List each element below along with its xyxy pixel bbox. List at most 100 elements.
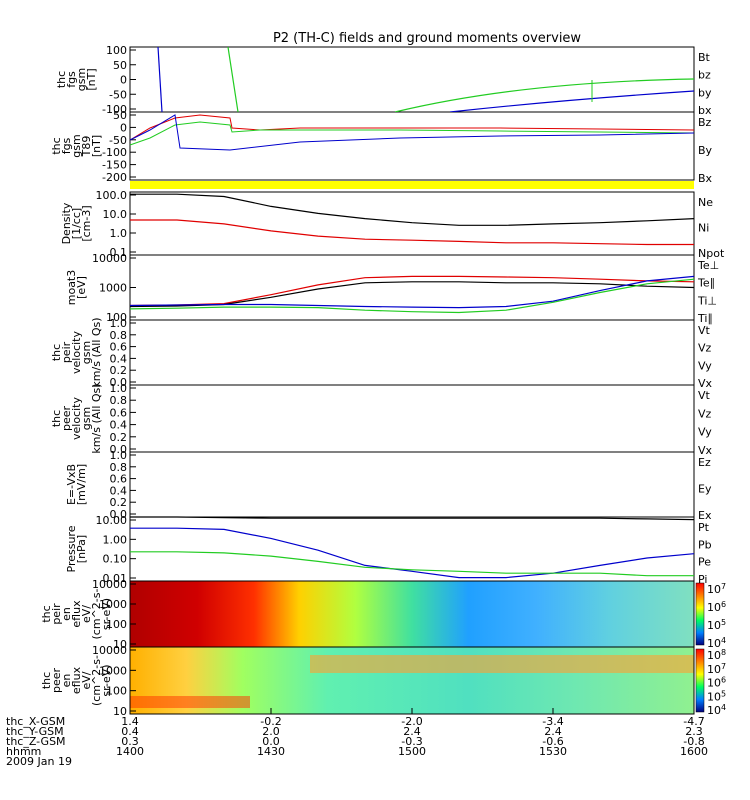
colorbar-peerspec <box>695 648 705 713</box>
series-bx <box>157 47 163 112</box>
y-tick-label: 0.0 <box>110 376 128 389</box>
y-tick-label: -50 <box>109 88 127 101</box>
legend-Vt: Vt <box>698 324 711 337</box>
y-tick-label: 1.0 <box>110 317 128 330</box>
y-tick-label: 10 <box>113 638 127 651</box>
x-row-value: -2.0 <box>401 715 422 728</box>
y-tick-label: 0.2 <box>110 364 128 377</box>
colorbar-label: 106 <box>707 600 726 614</box>
legend-Bx: Bx <box>698 172 713 185</box>
y-axis-label: sr-eV) <box>100 598 113 630</box>
series-density_ne <box>130 219 694 246</box>
panel-density: 100.0 10.0 1.0 0.1 Density[1/cc][cm-3] Ne Ni Np… <box>60 189 725 260</box>
x-axis: thc_X-GSM 1.4 -0.2 -2.0 -3.4 -4.7 thc_Y-GSM 0.4… <box>6 708 708 768</box>
y-tick-label: 0.4 <box>110 419 128 432</box>
panel-frame <box>129 319 695 386</box>
y-tick-label: -200 <box>102 171 127 184</box>
colorbar-label: 105 <box>707 689 726 703</box>
x-row-value: 1430 <box>257 745 285 758</box>
panel-peerv: 1.00.80.60.40.20.0 thcpeervelocitygsmkm/s… <box>50 382 713 457</box>
y-tick-label: 0.4 <box>110 352 128 365</box>
series-by-recovery <box>394 78 694 112</box>
legend-Pb: Pb <box>698 538 712 551</box>
y-tick-label: 50 <box>113 109 127 122</box>
legend-Bz: Bz <box>698 116 712 129</box>
y-axis-label: gsm <box>80 407 93 430</box>
panel-frame <box>129 384 695 453</box>
fgs-traces <box>157 47 694 112</box>
y-tick-label: 10000 <box>92 644 127 657</box>
legend-Vx: Vx <box>698 444 713 457</box>
y-axis-label: Density <box>60 202 73 244</box>
y-tick-label: 10.00 <box>96 514 128 527</box>
y-axis-label: thc <box>40 672 53 689</box>
legend-Ni: Ni <box>698 222 709 235</box>
series-pressure_pi <box>130 527 695 579</box>
series-temp_ti_perp <box>129 275 695 309</box>
colorbar-label: 104 <box>707 703 726 717</box>
x-row-value: -0.6 <box>542 735 563 748</box>
y-tick-label: 0.0 <box>110 443 128 456</box>
y-tick-label: -50 <box>109 134 127 147</box>
x-row-label: hhmm <box>6 745 41 758</box>
colorbar-label: 107 <box>707 662 726 676</box>
y-tick-label: 0.6 <box>110 341 128 354</box>
x-row-value: -0.3 <box>401 735 422 748</box>
legend-Vt: Vt <box>698 389 711 402</box>
y-tick-label: 100 <box>106 44 127 57</box>
flag-bar <box>130 181 694 189</box>
y-axis-label: [nPa] <box>75 535 88 563</box>
y-tick-label: -100 <box>102 146 127 159</box>
y-tick-label: 0.4 <box>110 484 128 497</box>
y-axis-label: peir <box>50 603 63 625</box>
y-axis-label: eV/ <box>80 671 93 689</box>
y-axis-label: E=-VxB <box>65 464 78 505</box>
y-tick-label: 0.2 <box>110 431 128 444</box>
y-tick-label: 0.2 <box>110 496 128 509</box>
legend-Vz: Vz <box>698 342 712 355</box>
y-tick-label: 10000 <box>92 578 127 591</box>
x-row-value: -0.2 <box>260 715 281 728</box>
y-axis-label: [nT] <box>90 135 103 157</box>
y-tick-label: 0.8 <box>110 329 128 342</box>
y-axis-label: (cm^2-s- <box>90 655 103 706</box>
panel-peirspec: 107 106 105 104 10000 1000 100 10 thcpeireneflux… <box>40 578 726 651</box>
x-row-value: 2.4 <box>403 725 421 738</box>
panels: 100500-50-100thcfgsgsm[nT]Btbzbybx500-50… <box>40 44 726 718</box>
y-tick-label: 0 <box>120 74 127 87</box>
y-tick-label: 1.0 <box>110 382 128 395</box>
legend-Ti⊥: Ti⊥ <box>697 294 717 307</box>
y-tick-label: 0 <box>120 121 127 134</box>
x-date: 2009 Jan 19 <box>6 755 72 768</box>
y-axis-label: moat3 <box>65 270 78 306</box>
plot-title: P2 (TH-C) fields and ground moments over… <box>273 31 581 46</box>
series-Bz <box>129 114 695 141</box>
series-density_ni <box>130 193 695 226</box>
y-tick-label: 1000 <box>99 664 127 677</box>
y-axis-label: velocity <box>70 397 83 440</box>
legend-Ne: Ne <box>698 196 713 209</box>
colorbar-label: 106 <box>707 676 726 690</box>
x-row-value: 1530 <box>539 745 567 758</box>
x-row-value: -3.4 <box>542 715 563 728</box>
y-tick-label: -100 <box>102 103 127 116</box>
spectrogram-peirspec <box>130 581 694 647</box>
x-row-value: 1600 <box>680 745 708 758</box>
y-tick-label: 0.8 <box>110 461 128 474</box>
series-bx-recovery <box>449 90 694 112</box>
y-tick-label: 0.01 <box>103 572 128 585</box>
x-row-value: 2.0 <box>262 725 280 738</box>
colorbar-label: 105 <box>707 618 726 632</box>
panel-peirv: 1.00.80.60.40.20.0 thcpeirvelocitygsmkm/s… <box>50 317 713 390</box>
legend-Te⊥: Te⊥ <box>697 259 719 272</box>
x-row-label: thc_Y-GSM <box>6 725 64 738</box>
y-tick-label: 1.0 <box>110 227 128 240</box>
colorbar-label: 108 <box>707 648 726 662</box>
y-axis-label: km/s (All Qs) <box>90 317 103 387</box>
panel-efield: 1.00.80.60.40.20.0 E=-VxB[mV/m] Ez Ey Ex <box>65 449 712 522</box>
panel-frame <box>129 46 695 113</box>
x-row-label: thc_X-GSM <box>6 715 65 728</box>
y-axis-label: [eV] <box>75 276 88 299</box>
legend-Vy: Vy <box>698 359 712 372</box>
